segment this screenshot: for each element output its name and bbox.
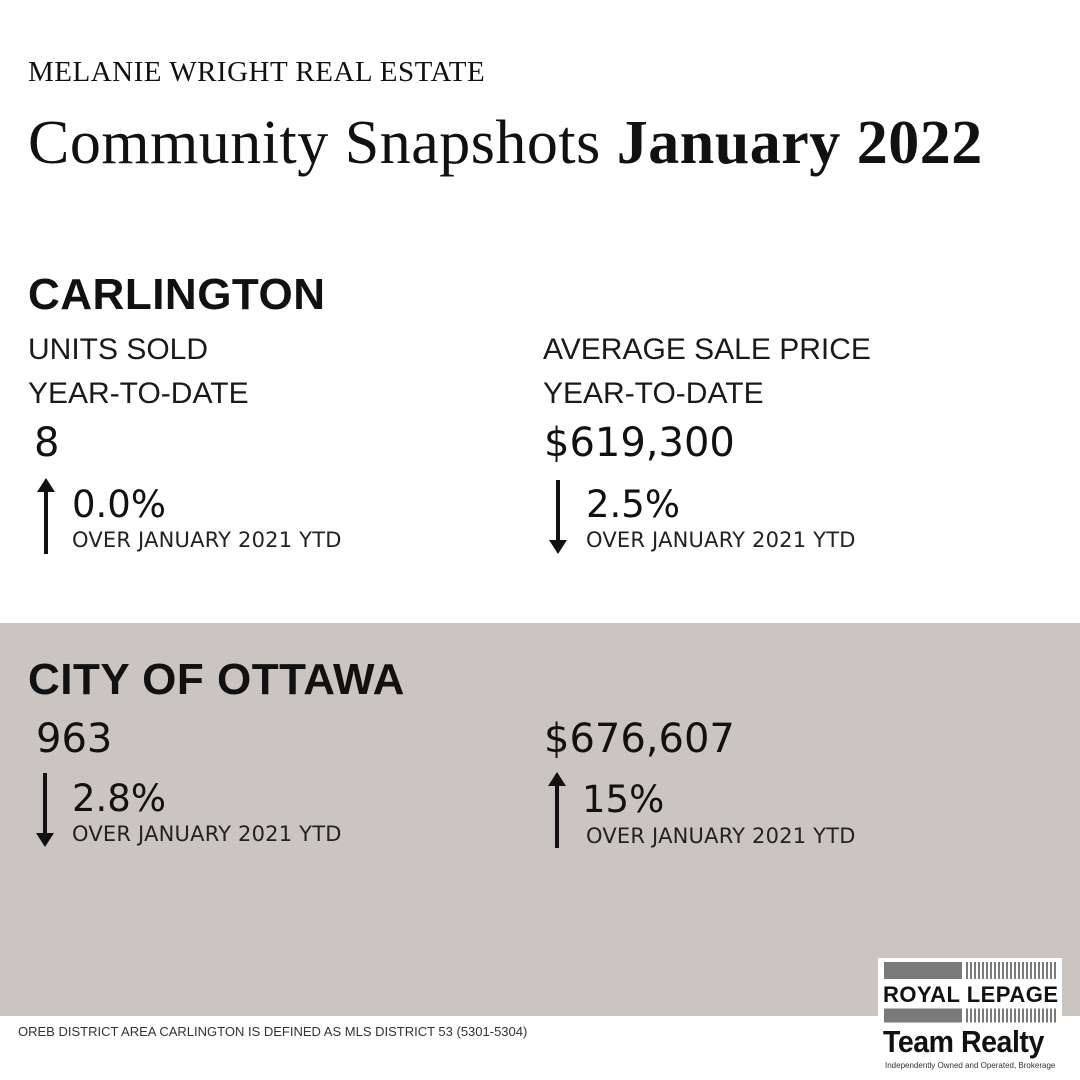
royal-lepage-logo: ROYAL LEPAGE Team Realty Independently O… (878, 958, 1062, 1078)
arrow-up-icon (37, 478, 55, 554)
carlington-price-comparison: OVER JANUARY 2021 YTD (586, 528, 856, 552)
logo-team-realty: Team Realty (883, 1024, 1044, 1059)
carlington-price-value: $619,300 (544, 420, 735, 466)
carlington-title: CARLINGTON (28, 270, 326, 319)
logo-tagline: Independently Owned and Operated, Broker… (885, 1061, 1056, 1070)
title-bold: January 2022 (616, 109, 983, 177)
ottawa-units-value: 963 (36, 716, 113, 762)
ottawa-units-comparison: OVER JANUARY 2021 YTD (72, 822, 342, 846)
logo-top-bar-icon (884, 962, 1056, 979)
logo-bottom-bar-icon (884, 1008, 1056, 1023)
arrow-down-icon (36, 773, 54, 847)
arrow-up-icon (548, 772, 566, 848)
carlington-price-change: 2.5% (586, 483, 680, 526)
ottawa-title: CITY OF OTTAWA (28, 655, 405, 704)
units-sold-sublabel: YEAR-TO-DATE (28, 377, 249, 410)
ottawa-price-comparison: OVER JANUARY 2021 YTD (586, 824, 856, 848)
ottawa-panel (0, 623, 1080, 1016)
title-regular: Community Snapshots (28, 109, 601, 177)
carlington-units-value: 8 (34, 420, 60, 466)
ottawa-price-change: 15% (582, 778, 665, 821)
ottawa-units-change: 2.8% (72, 777, 166, 820)
ottawa-price-value: $676,607 (544, 716, 735, 762)
carlington-units-comparison: OVER JANUARY 2021 YTD (72, 528, 342, 552)
arrow-down-icon (549, 480, 567, 554)
units-sold-label: UNITS SOLD (28, 333, 209, 366)
footnote: OREB DISTRICT AREA CARLINGTON IS DEFINED… (18, 1024, 528, 1039)
avg-price-label: AVERAGE SALE PRICE (543, 333, 871, 366)
page-title: Community Snapshots January 2022 (28, 108, 983, 179)
avg-price-sublabel: YEAR-TO-DATE (543, 377, 764, 410)
carlington-units-change: 0.0% (72, 483, 166, 526)
logo-royal-lepage: ROYAL LEPAGE (883, 982, 1059, 1007)
brand-name: MELANIE WRIGHT REAL ESTATE (28, 56, 486, 88)
